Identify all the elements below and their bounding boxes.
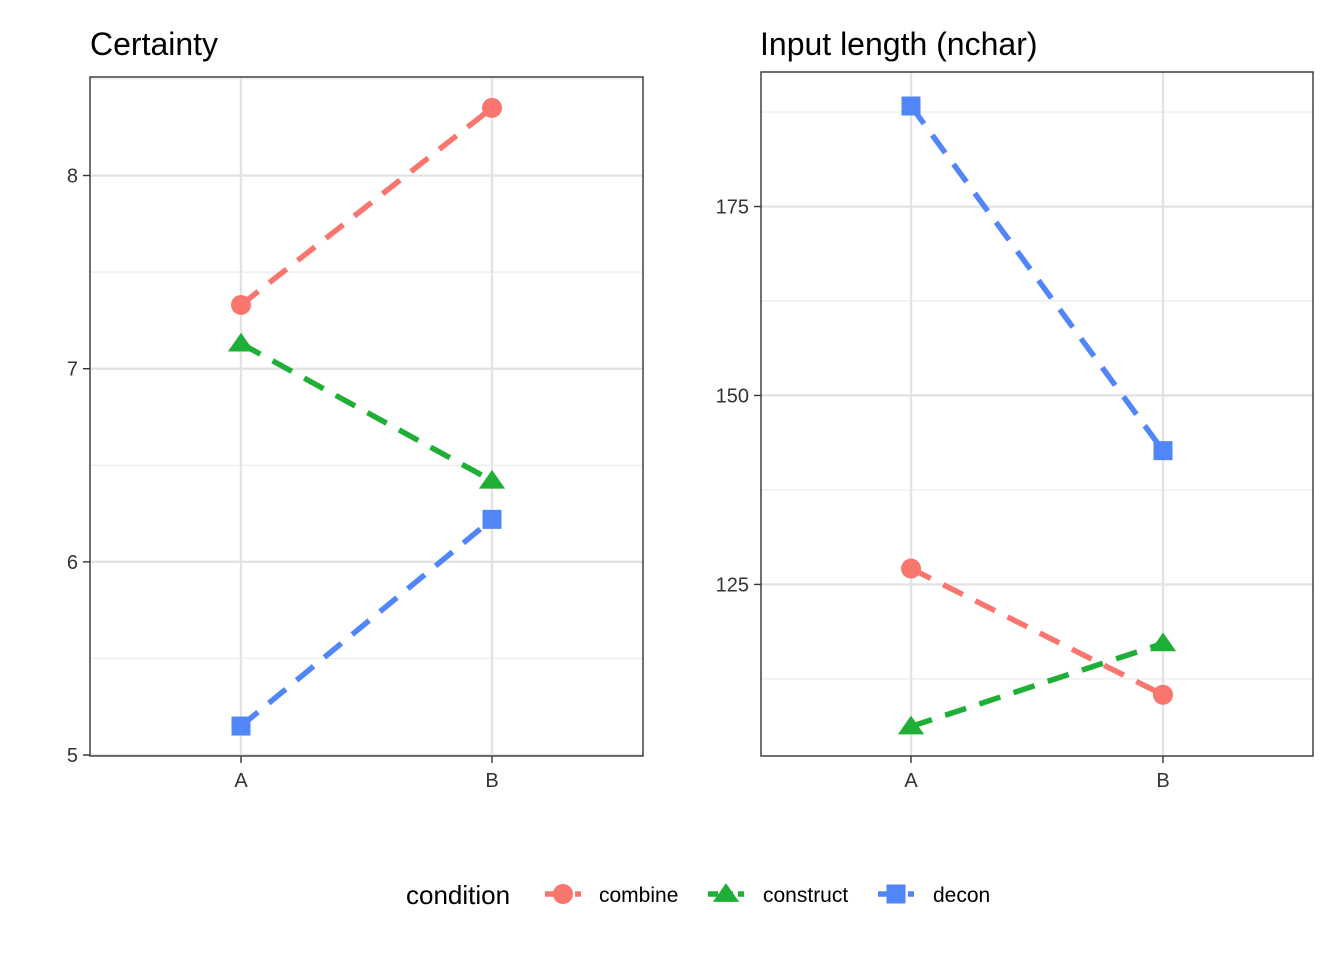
legend-title: condition [406, 880, 510, 910]
point-decon-B [482, 509, 502, 529]
series-certainty [227, 97, 506, 736]
point-combine-A [901, 558, 921, 579]
point-combine-B [482, 97, 502, 118]
axes-input-length: 125 150 175 A B [716, 197, 1170, 792]
grid-input-length [761, 72, 1313, 756]
legend-items: combine construct decon [545, 883, 990, 907]
panel-title-certainty: Certainty [90, 26, 218, 62]
panel-certainty: Certainty 5 6 7 8 A B [67, 26, 644, 792]
x-tick-label-certainty: A [234, 770, 248, 792]
y-tick-label-certainty: 6 [67, 552, 78, 574]
series-line-decon [908, 104, 1166, 453]
legend-key-marker-construct [712, 883, 740, 902]
point-construct-A [897, 715, 925, 735]
point-combine-A [231, 294, 251, 315]
y-tick-label-input-length-nchar: 150 [716, 385, 749, 407]
y-tick-label-certainty: 7 [67, 359, 78, 381]
x-tick-label-input-length-nchar: B [1156, 770, 1169, 792]
point-construct-B [1149, 632, 1177, 652]
panel-border-input-length [760, 71, 1314, 757]
point-construct-B [478, 469, 506, 489]
point-decon-A [231, 716, 251, 736]
series-line-construct [910, 640, 1164, 730]
y-tick-label-input-length-nchar: 125 [716, 574, 749, 596]
point-construct-A [227, 332, 255, 352]
legend-label-combine: combine [599, 884, 678, 907]
panel-border-certainty [89, 76, 644, 757]
point-combine-B [1153, 684, 1173, 705]
legend-label-construct: construct [763, 884, 848, 907]
panel-title-input-length: Input length (nchar) [760, 26, 1038, 62]
axes-certainty: 5 6 7 8 A B [67, 166, 499, 792]
grid-certainty [90, 77, 643, 757]
legend-label-decon: decon [933, 884, 990, 907]
y-tick-label-certainty: 5 [67, 745, 78, 767]
series-line-combine [909, 566, 1165, 698]
point-decon-B [1153, 441, 1173, 461]
series-input-length [897, 96, 1177, 735]
series-line-construct [239, 341, 494, 484]
panel-input-length: Input length (nchar) 125 150 175 A B [716, 26, 1314, 792]
x-tick-label-certainty: B [485, 770, 498, 792]
legend: condition combine construct decon [406, 880, 990, 910]
point-decon-A [901, 96, 921, 116]
y-tick-label-certainty: 8 [67, 166, 78, 188]
legend-key-marker-decon [886, 884, 906, 904]
legend-key-marker-combine [553, 884, 573, 904]
series-line-decon [239, 517, 494, 729]
x-tick-label-input-length-nchar: A [904, 770, 918, 792]
y-tick-label-input-length-nchar: 175 [716, 197, 749, 219]
series-line-combine [239, 105, 494, 308]
